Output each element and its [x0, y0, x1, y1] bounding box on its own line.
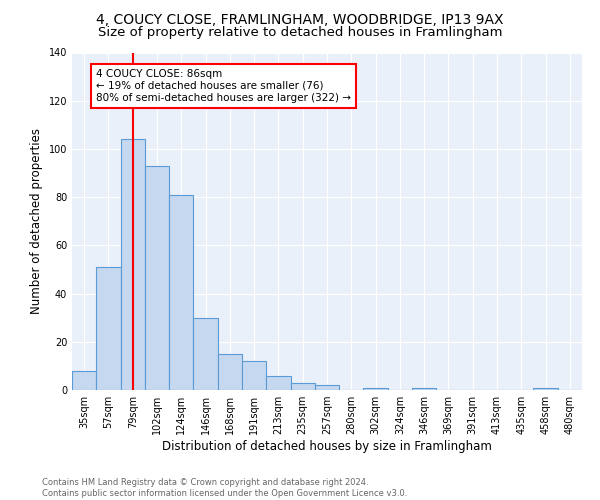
- Text: Contains HM Land Registry data © Crown copyright and database right 2024.
Contai: Contains HM Land Registry data © Crown c…: [42, 478, 407, 498]
- Bar: [121, 140, 145, 390]
- Bar: [290, 383, 315, 390]
- Text: 4 COUCY CLOSE: 86sqm
← 19% of detached houses are smaller (76)
80% of semi-detac: 4 COUCY CLOSE: 86sqm ← 19% of detached h…: [96, 70, 351, 102]
- Bar: [412, 388, 436, 390]
- Bar: [315, 385, 339, 390]
- Bar: [242, 361, 266, 390]
- Bar: [72, 370, 96, 390]
- Text: Size of property relative to detached houses in Framlingham: Size of property relative to detached ho…: [98, 26, 502, 39]
- Bar: [169, 194, 193, 390]
- Text: 4, COUCY CLOSE, FRAMLINGHAM, WOODBRIDGE, IP13 9AX: 4, COUCY CLOSE, FRAMLINGHAM, WOODBRIDGE,…: [96, 12, 504, 26]
- Bar: [364, 388, 388, 390]
- Y-axis label: Number of detached properties: Number of detached properties: [30, 128, 43, 314]
- Bar: [218, 354, 242, 390]
- Bar: [266, 376, 290, 390]
- X-axis label: Distribution of detached houses by size in Framlingham: Distribution of detached houses by size …: [162, 440, 492, 453]
- Bar: [193, 318, 218, 390]
- Bar: [96, 267, 121, 390]
- Bar: [533, 388, 558, 390]
- Bar: [145, 166, 169, 390]
